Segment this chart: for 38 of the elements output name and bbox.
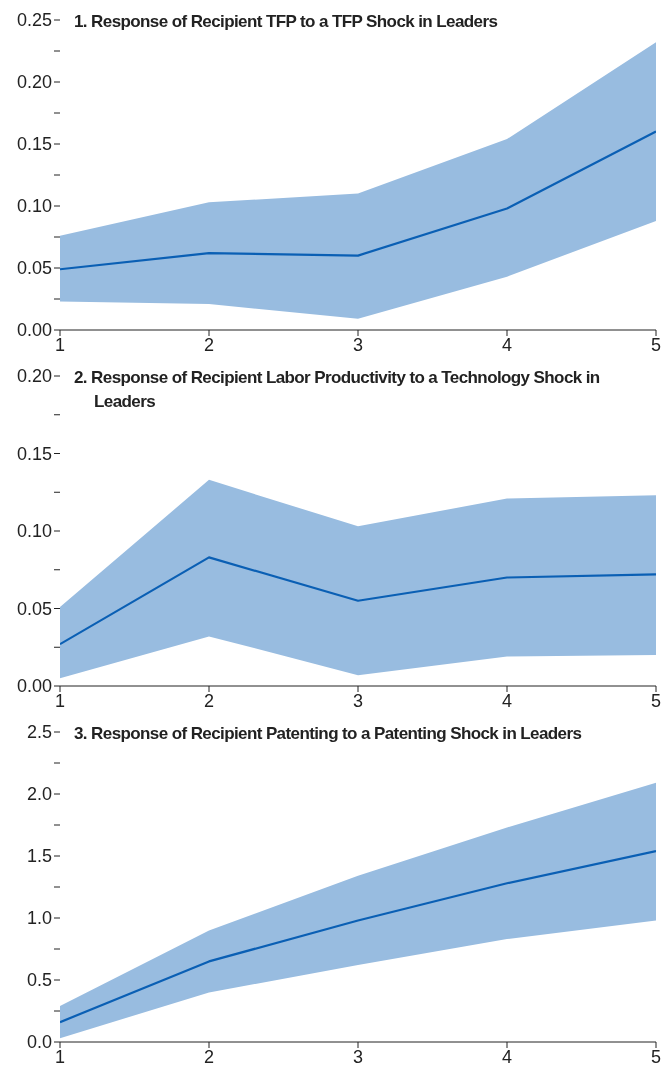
y-tick-label: 0.15 xyxy=(16,134,52,155)
y-tick-label: 0.20 xyxy=(16,366,52,387)
y-tick-label: 0.0 xyxy=(26,1032,52,1053)
line-series xyxy=(60,849,656,1024)
x-tick-label: 3 xyxy=(352,334,364,355)
line-series xyxy=(60,130,656,271)
chart-title: 3. Response of Recipient Patenting to a Patenting Shock in Leaders xyxy=(74,723,583,745)
x-tick-label: 1 xyxy=(54,690,66,711)
y-tick-label: 0.15 xyxy=(16,443,52,464)
y-tick-label: 0.10 xyxy=(16,196,52,217)
line-series xyxy=(60,556,656,646)
x-tick-label: 3 xyxy=(352,1046,364,1067)
chart-title: 2. Response of Recipient Labor Productivity to a Technology Shock in Leaders xyxy=(74,367,601,413)
y-tick-label: 2.0 xyxy=(26,784,52,805)
x-tick-label: 2 xyxy=(203,334,215,355)
y-tick-label: 1.0 xyxy=(26,908,52,929)
x-tick-label: 4 xyxy=(501,334,513,355)
x-tick-label: 1 xyxy=(54,1046,66,1067)
y-tick-label: 2.5 xyxy=(26,722,52,743)
y-tick-label: 0.00 xyxy=(16,676,52,697)
x-tick-label: 3 xyxy=(352,690,364,711)
x-tick-label: 2 xyxy=(203,690,215,711)
x-tick-label: 4 xyxy=(501,690,513,711)
y-tick-label: 0.10 xyxy=(16,521,52,542)
y-tick-label: 0.5 xyxy=(26,970,52,991)
y-tick-label: 0.05 xyxy=(16,258,52,279)
x-tick-label: 1 xyxy=(54,334,66,355)
y-tick-label: 0.05 xyxy=(16,598,52,619)
y-tick-label: 0.25 xyxy=(16,10,52,31)
y-tick-label: 1.5 xyxy=(26,846,52,867)
x-tick-label: 2 xyxy=(203,1046,215,1067)
x-tick-label: 5 xyxy=(650,1046,662,1067)
x-tick-label: 5 xyxy=(650,690,662,711)
y-tick-label: 0.20 xyxy=(16,72,52,93)
x-tick-label: 4 xyxy=(501,1046,513,1067)
chart-title: 1. Response of Recipient TFP to a TFP Shock in Leaders xyxy=(74,11,499,33)
x-tick-label: 5 xyxy=(650,334,662,355)
y-tick-label: 0.00 xyxy=(16,320,52,341)
